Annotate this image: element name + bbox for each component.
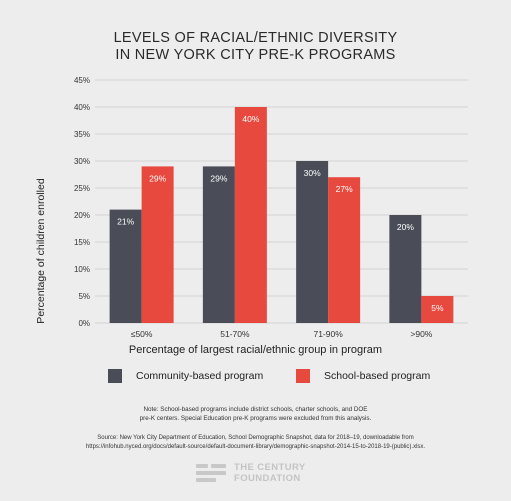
bar-value-label: 5% — [431, 303, 444, 313]
y-tick-label: 5% — [78, 292, 90, 301]
y-axis-label: Percentage of children enrolled — [35, 178, 47, 324]
chart-source-line-1: Source: New York City Department of Educ… — [97, 435, 414, 441]
bars — [109, 107, 454, 323]
y-tick-labels: 0% 5% 10% 15% 20% 25% 30% 35% 40% 45% — [74, 76, 90, 328]
bar-value-label: 21% — [117, 217, 134, 227]
bar-value-label: 29% — [149, 173, 166, 183]
x-tick-labels: ≤50% 51-70% 71-90% >90% — [131, 329, 433, 339]
chart-source-line-2: https://infohub.nyced.org/docs/default-s… — [85, 444, 426, 450]
bar-value-label: 40% — [242, 114, 259, 124]
chart-source: Source: New York City Department of Educ… — [0, 434, 511, 452]
bar-value-label: 29% — [210, 173, 227, 183]
chart-title-line-1: LEVELS OF RACIAL/ETHNIC DIVERSITY — [113, 30, 398, 46]
chart-title-line-2: IN NEW YORK CITY PRE-K PROGRAMS — [115, 47, 396, 63]
legend-label-community: Community-based program — [136, 370, 264, 382]
chart-note-line-1: Note: School-based programs include dist… — [143, 406, 368, 413]
y-tick-label: 30% — [74, 157, 90, 166]
y-tick-label: 25% — [74, 184, 90, 193]
bar — [141, 166, 174, 323]
y-tick-label: 0% — [78, 319, 90, 328]
legend-item-school: School-based program — [296, 369, 430, 383]
bar-value-labels: 21% 29% 29% 40% 30% 27% 20% 5% — [117, 114, 444, 313]
y-tick-label: 45% — [74, 76, 90, 85]
legend-swatch-community — [108, 369, 122, 383]
x-tick-label: >90% — [410, 329, 432, 339]
bar-value-label: 30% — [304, 168, 321, 178]
y-tick-label: 10% — [74, 265, 90, 274]
legend-label-school: School-based program — [324, 370, 431, 382]
x-tick-label: ≤50% — [131, 329, 153, 339]
bar — [234, 107, 267, 323]
chart-note-line-2: pre-K centers. Special Education pre-K p… — [139, 415, 372, 422]
century-foundation-logo: THE CENTURY FOUNDATION — [196, 461, 326, 487]
y-tick-label: 40% — [74, 103, 90, 112]
bar-value-label: 27% — [336, 184, 353, 194]
x-tick-label: 71-90% — [313, 329, 343, 339]
x-axis-label: Percentage of largest racial/ethnic grou… — [128, 344, 383, 356]
bar — [109, 209, 142, 323]
chart-note: Note: School-based programs include dist… — [0, 405, 511, 423]
logo-mark-icon — [196, 464, 226, 482]
y-tick-label: 35% — [74, 130, 90, 139]
logo-text: THE CENTURY FOUNDATION — [234, 462, 306, 484]
bar — [421, 296, 454, 323]
bar-value-label: 20% — [397, 222, 414, 232]
y-tick-label: 20% — [74, 211, 90, 220]
bar — [202, 166, 235, 323]
chart-title: LEVELS OF RACIAL/ETHNIC DIVERSITY IN NEW… — [0, 30, 511, 64]
bar — [389, 215, 422, 323]
legend-item-community: Community-based program — [108, 369, 263, 383]
y-tick-label: 15% — [74, 238, 90, 247]
logo-text-line-1: THE CENTURY — [234, 462, 306, 473]
x-tick-label: 51-70% — [220, 329, 250, 339]
logo-text-line-2: FOUNDATION — [234, 473, 301, 484]
legend-swatch-school — [296, 369, 310, 383]
bar — [296, 161, 329, 323]
bar — [328, 177, 361, 323]
